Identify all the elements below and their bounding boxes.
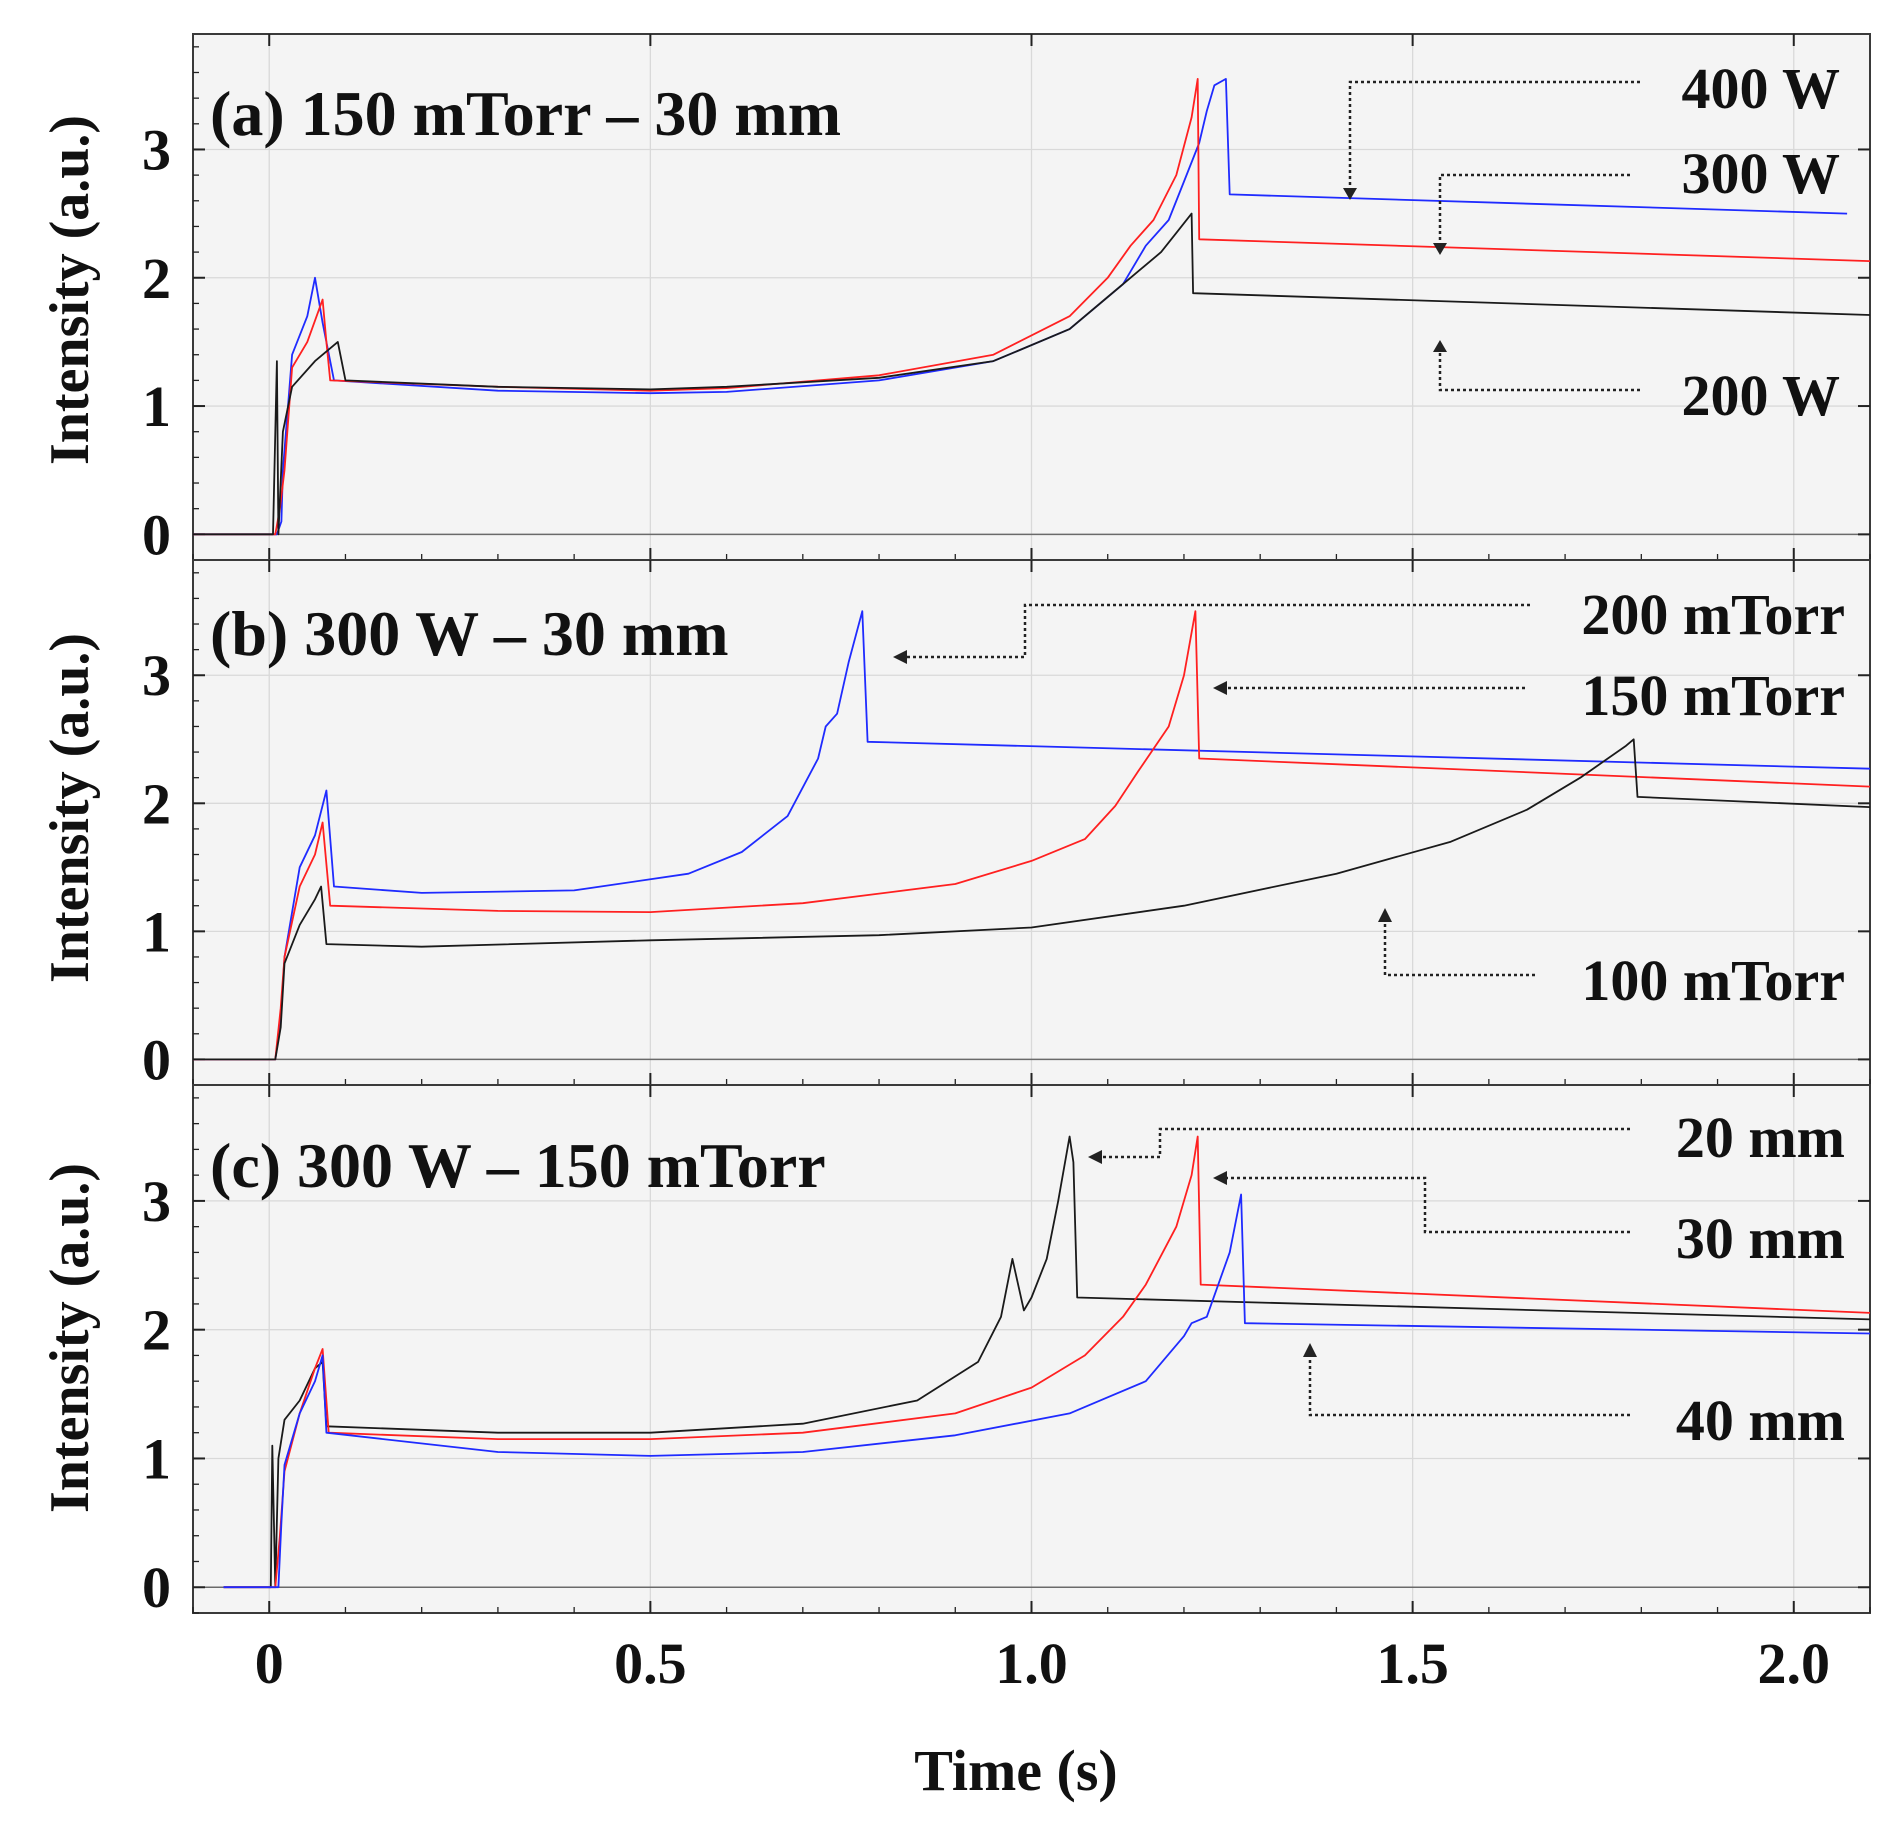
series-a-200-w [193,212,1871,536]
x-tick-label-0: 0 [255,1631,284,1696]
callout-150mtorr-arrowhead [1213,681,1227,695]
series-b-150-mtorr [193,610,1871,1061]
callout-30mm [1225,1176,1630,1234]
callout-100mtorr [1383,920,1535,977]
panel-c-y-axis-label: Intensity (a.u.) [39,1163,101,1513]
callout-20mm-arrowhead [1088,1150,1102,1164]
panel-a: 0 1 2 3 [142,33,1871,567]
callout-200w [1438,350,1640,392]
legend-label-20mm: 20 mm [1676,1105,1845,1170]
panel-b-y-axis-label: Intensity (a.u.) [39,633,101,983]
panel-c-ytick-label-2: 2 [142,1298,171,1363]
legend-label-30mm: 30 mm [1676,1206,1845,1271]
legend-label-300w: 300 W [1682,141,1840,206]
panel-a-y-axis-label: Intensity (a.u.) [39,115,101,465]
x-tick-label-2: 1.0 [995,1631,1068,1696]
panel-b-ytick-label-0: 0 [142,1027,171,1092]
callout-400w [1348,80,1640,190]
callout-40mm [1308,1355,1630,1417]
panel-b: 0 1 2 3 [142,559,1871,1092]
callout-30mm-arrowhead [1213,1171,1227,1185]
callout-200mtorr-arrowhead [893,650,907,664]
legend-label-400w: 400 W [1682,56,1840,121]
callout-200w-arrowhead [1433,340,1447,352]
callout-20mm [1100,1127,1630,1159]
panel-a-title: (a) 150 mTorr – 30 mm [210,78,841,149]
callout-100mtorr-arrowhead [1378,908,1392,922]
panel-b-title: (b) 300 W – 30 mm [210,598,729,669]
panel-c: 0 1 2 3 [142,1084,1871,1620]
legend-label-200mtorr: 200 mTorr [1581,582,1845,647]
series-c-30-mm [223,1135,1871,1589]
callout-300w-arrowhead [1433,243,1447,255]
x-tick-label-1: 0.5 [614,1631,687,1696]
panel-a-ytick-label-0: 0 [142,502,171,567]
series-a-400-w [193,78,1848,536]
series-b-100-mtorr [193,738,1871,1061]
panel-c-title: (c) 300 W – 150 mTorr [210,1130,826,1201]
callout-400w-arrowhead [1343,188,1357,200]
callout-200mtorr [905,603,1530,659]
panel-a-ytick-label-1: 1 [142,374,171,439]
panel-b-ytick-label-1: 1 [142,899,171,964]
panel-c-ytick-label-1: 1 [142,1426,171,1491]
panel-c-ytick-label-0: 0 [142,1555,171,1620]
panel-a-ytick-label-3: 3 [142,117,171,182]
callout-300w [1438,173,1630,245]
x-tick-label-4: 2.0 [1758,1631,1831,1696]
x-tick-label-3: 1.5 [1376,1631,1449,1696]
panel-b-ytick-label-3: 3 [142,643,171,708]
legend-label-150mtorr: 150 mTorr [1581,663,1845,728]
series-c-40-mm [223,1193,1871,1589]
callouts [893,80,1640,1417]
callout-40mm-arrowhead [1303,1343,1317,1357]
panel-b-ytick-label-2: 2 [142,771,171,836]
panels: 0 1 2 3 0 1 2 3 0 1 2 3 0 0.5 1.0 1.5 2.0 [142,33,1871,1696]
series-c-20-mm [223,1135,1871,1589]
legend-label-40mm: 40 mm [1676,1388,1845,1453]
panel-a-ytick-label-2: 2 [142,246,171,311]
legend-label-200w: 200 W [1682,363,1840,428]
panel-c-ytick-label-3: 3 [142,1169,171,1234]
x-axis-label: Time (s) [914,1738,1118,1803]
legend-label-100mtorr: 100 mTorr [1581,948,1845,1013]
